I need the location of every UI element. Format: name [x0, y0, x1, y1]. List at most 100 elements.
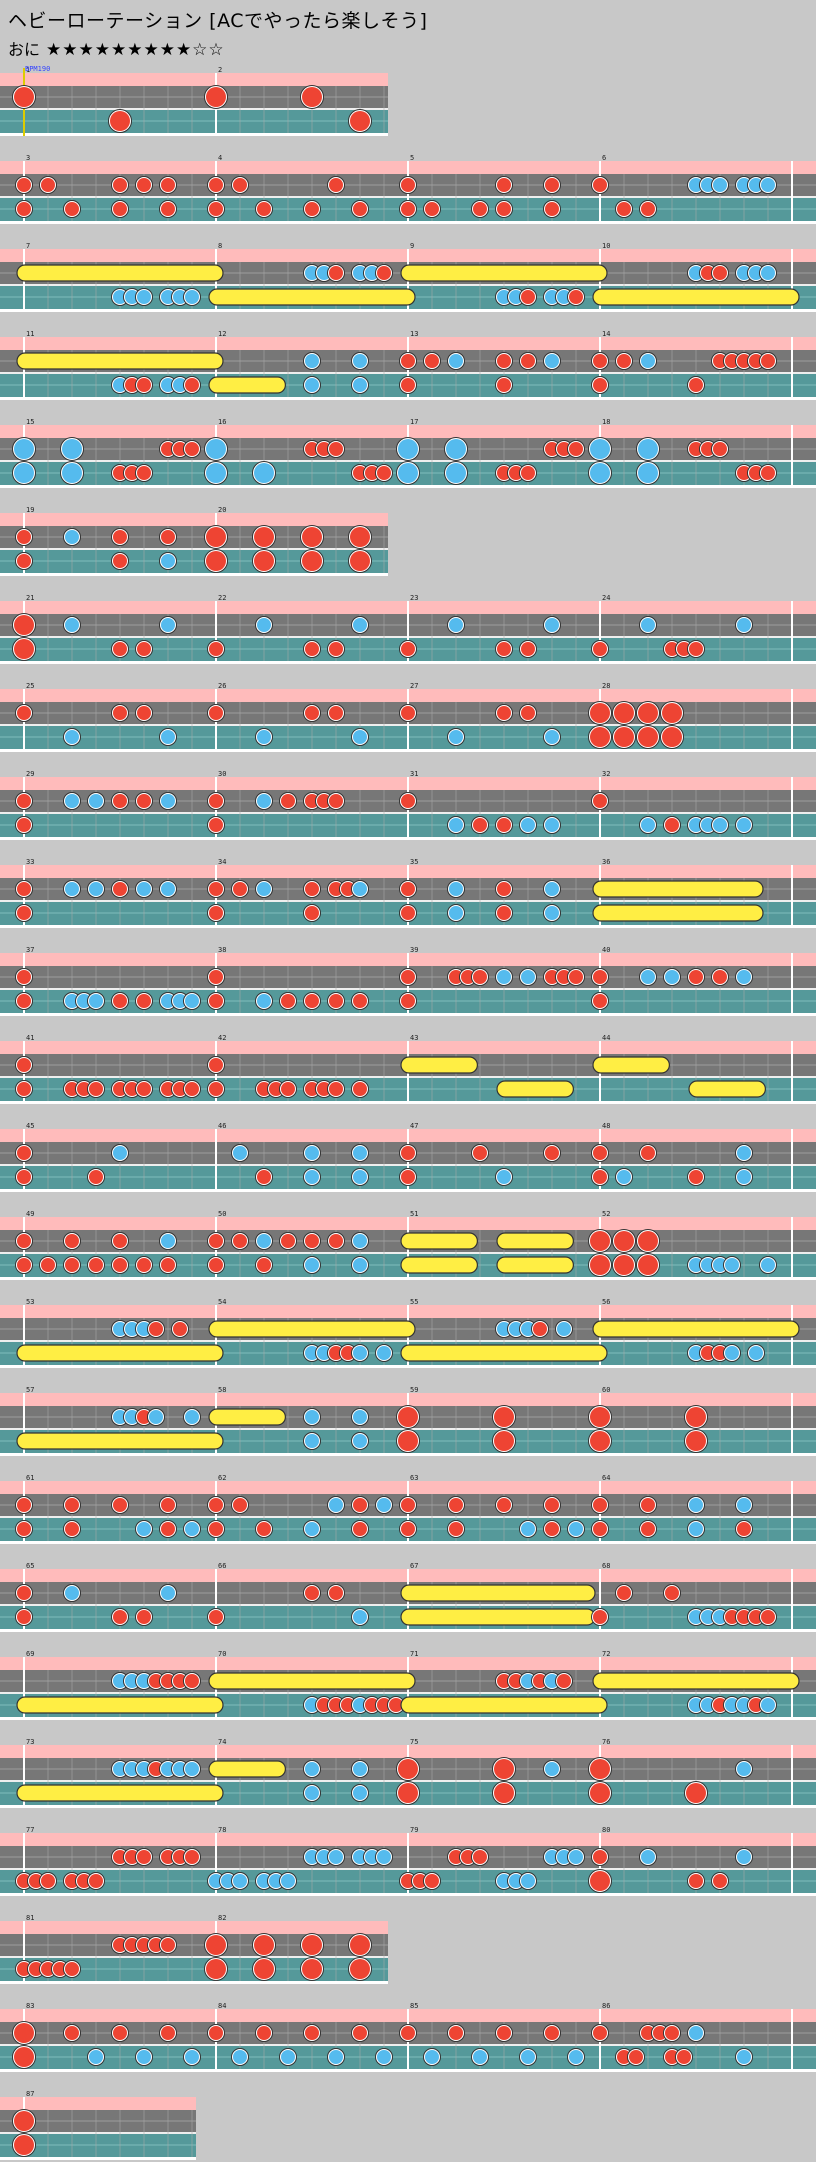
chart-row: 45 46 47 48 — [0, 1120, 816, 1194]
ka-note — [353, 1850, 367, 1864]
ka-note — [641, 354, 655, 368]
don-note — [113, 2026, 127, 2040]
ka-note — [545, 1762, 559, 1776]
don-note — [497, 466, 511, 480]
don-big-note — [614, 727, 634, 747]
ka-note — [449, 354, 463, 368]
ka-note — [713, 818, 727, 832]
ka-note — [185, 290, 199, 304]
don-note — [593, 794, 607, 808]
ka-note — [305, 1786, 319, 1800]
ka-note — [377, 1346, 391, 1360]
don-big-note — [590, 1255, 610, 1275]
measure-number: 73 — [26, 1738, 34, 1746]
chart-row-svg: 37 38 39 40 — [0, 946, 816, 1016]
don-big-note — [254, 1935, 274, 1955]
don-big-note — [590, 1783, 610, 1803]
don-note — [665, 2050, 679, 2064]
don-note — [329, 178, 343, 192]
don-note — [329, 706, 343, 720]
ka-note — [545, 882, 559, 896]
don-note — [701, 1346, 715, 1360]
don-note — [17, 818, 31, 832]
don-note — [653, 2026, 667, 2040]
ka-note — [509, 1322, 523, 1336]
ka-note — [449, 906, 463, 920]
ka-note — [545, 1850, 559, 1864]
ka-note — [185, 1522, 199, 1536]
ka-big-note — [14, 439, 34, 459]
ka-note — [713, 1258, 727, 1272]
lane-divider — [0, 536, 388, 538]
don-note — [329, 994, 343, 1008]
ka-note — [353, 1146, 367, 1160]
measure-number: 51 — [410, 1210, 418, 1218]
don-note — [365, 1698, 379, 1712]
chart-row: 33 34 35 36 — [0, 856, 816, 930]
chart-row-svg: 19 20 — [0, 506, 388, 576]
ka-note — [449, 618, 463, 632]
measure-number: 52 — [602, 1210, 610, 1218]
ka-note — [353, 1170, 367, 1184]
don-note — [317, 442, 331, 456]
chart-row: 87 — [0, 2088, 196, 2162]
don-note — [425, 202, 439, 216]
ka-note — [353, 1762, 367, 1776]
don-note — [125, 378, 139, 392]
don-note — [113, 466, 127, 480]
don-note — [137, 1082, 151, 1096]
don-note — [329, 1082, 343, 1096]
don-big-note — [206, 1935, 226, 1955]
ka-note — [149, 1410, 163, 1424]
ka-big-note — [62, 463, 82, 483]
don-note — [113, 1610, 127, 1624]
ka-note — [185, 1762, 199, 1776]
chart-row: 81 82 — [0, 1912, 388, 1986]
lane-divider — [0, 2132, 196, 2134]
don-note — [473, 970, 487, 984]
don-note — [545, 970, 559, 984]
ka-note — [161, 1234, 175, 1248]
don-note — [713, 1698, 727, 1712]
don-big-note — [254, 551, 274, 571]
don-note — [353, 202, 367, 216]
chart-row-svg: 11 12 13 14 — [0, 330, 816, 400]
measure-number: 87 — [26, 2090, 34, 2098]
don-note — [353, 1082, 367, 1096]
ka-note — [257, 1874, 271, 1888]
don-note — [413, 1874, 427, 1888]
measure-number: 48 — [602, 1122, 610, 1130]
ka-big-note — [638, 463, 658, 483]
don-note — [317, 1082, 331, 1096]
don-note — [473, 1146, 487, 1160]
don-note — [125, 466, 139, 480]
measure-number: 46 — [218, 1122, 226, 1130]
lane-divider — [0, 2157, 196, 2160]
ka-note — [113, 290, 127, 304]
ka-note — [185, 2050, 199, 2064]
don-note — [17, 706, 31, 720]
don-note — [113, 994, 127, 1008]
ka-big-note — [590, 463, 610, 483]
chart-row-svg: 7 8 9 10 — [0, 242, 816, 312]
don-note — [617, 2050, 631, 2064]
ka-note — [521, 1522, 535, 1536]
don-note — [113, 794, 127, 808]
don-big-note — [350, 111, 370, 131]
ka-note — [161, 378, 175, 392]
ka-note — [377, 1850, 391, 1864]
measure-number: 7 — [26, 242, 30, 250]
don-note — [497, 378, 511, 392]
ka-note — [497, 1322, 511, 1336]
ka-note — [545, 818, 559, 832]
measure-number: 56 — [602, 1298, 610, 1306]
don-note — [401, 970, 415, 984]
don-note — [701, 442, 715, 456]
don-note — [353, 2026, 367, 2040]
don-note — [17, 178, 31, 192]
measure-number: 65 — [26, 1562, 34, 1570]
lane-header — [0, 513, 388, 526]
don-note — [401, 1874, 415, 1888]
don-big-note — [14, 615, 34, 635]
don-note — [389, 1698, 403, 1712]
